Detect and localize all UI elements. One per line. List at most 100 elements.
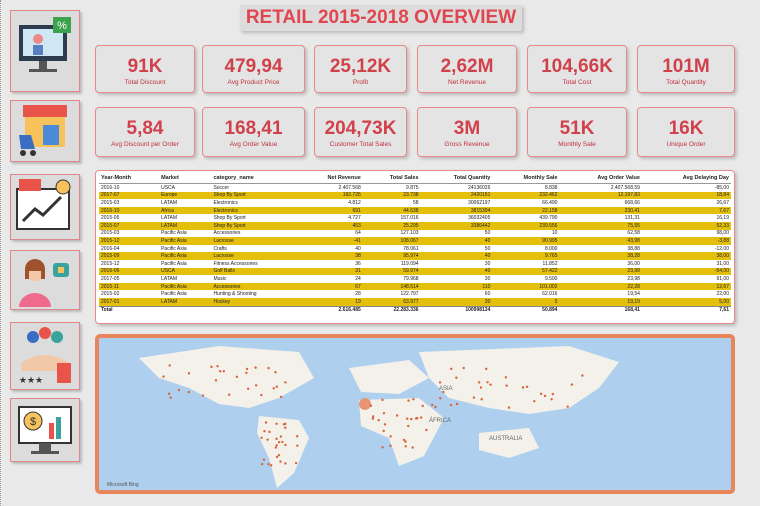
cell: Shop By Sport: [213, 215, 246, 222]
map-dot: [277, 441, 281, 444]
total-cell: 50.894: [492, 305, 560, 315]
cell: 119.094: [400, 260, 419, 267]
cell: 4.812: [348, 199, 361, 206]
map-dot: [485, 367, 488, 371]
cell: 108.067: [362, 237, 421, 245]
column-header: Avg Order Value: [559, 173, 642, 184]
cell: 43,98: [559, 237, 642, 245]
map-dot: [296, 435, 299, 438]
cell: 2016-10: [99, 206, 160, 215]
map-dot: [168, 392, 171, 395]
cell: 232.462: [492, 191, 560, 200]
cell: 60: [484, 291, 491, 298]
map-dot: [260, 462, 264, 466]
cell: 40: [420, 267, 493, 276]
map-dot: [382, 429, 385, 433]
map-dot: [449, 403, 453, 407]
cell: 57.422: [492, 267, 560, 276]
cell: 148.514: [362, 282, 421, 291]
kpi-label: Gross Revenue: [444, 141, 490, 148]
cell: 8.000: [544, 245, 558, 252]
cell: 691: [296, 206, 363, 215]
kpi-card: 101M Total Quantity: [637, 45, 735, 93]
cell: 2.407.568,59: [610, 184, 640, 191]
land: [479, 428, 539, 458]
map-dot: [377, 419, 380, 422]
map-dot: [262, 458, 266, 461]
cell: Hockey: [211, 297, 297, 306]
cell: 9.875: [406, 184, 419, 191]
cell: 2017-07: [99, 191, 160, 200]
column-header: Monthly Sale: [492, 173, 560, 184]
total-cell: 168,41: [559, 305, 642, 315]
column-header: Net Revenue: [296, 173, 363, 184]
cell: 30: [484, 260, 491, 267]
cell: 3815394: [420, 206, 493, 215]
map-dot: [411, 446, 414, 449]
cell: 31,00: [716, 260, 729, 267]
kpi-card: 3M Gross Revenue: [417, 107, 517, 157]
map-dot: [275, 422, 278, 425]
map-dot: [279, 395, 283, 399]
kpi-value: 51K: [559, 118, 595, 139]
cell: 22,28: [559, 282, 642, 291]
kpi-card: 204,73K Customer Total Sales: [314, 107, 407, 157]
icon-box: [10, 250, 80, 310]
column-header: Avg Delaying Day: [641, 173, 731, 184]
icon: $: [18, 406, 72, 454]
cell: 25.295: [362, 221, 421, 230]
cell: 239.556: [492, 221, 560, 230]
kpi-value: 479,94: [224, 56, 283, 77]
cell: Africa: [159, 206, 212, 215]
table-row: 2015-05 LATAM Shop By Sport 4.727 157.016 360…: [99, 214, 731, 222]
land: [257, 416, 309, 488]
map-dot: [371, 415, 375, 418]
cell: 38,00: [641, 252, 731, 260]
table-row: 2015-12 Pacific Asia Fitness Accessories 36…: [99, 260, 731, 268]
map-dot: [177, 388, 181, 392]
map-dot: [214, 379, 218, 382]
cell: 62,58: [627, 230, 640, 237]
cell: 23,99: [559, 267, 642, 276]
map-dot: [421, 404, 424, 408]
kpi-card: 104,66K Total Cost: [527, 45, 627, 93]
map-dot: [416, 416, 419, 420]
map-dot: [442, 390, 445, 394]
cell: LATAM: [161, 199, 178, 206]
map-dot: [450, 367, 453, 371]
cell: 31: [296, 267, 363, 276]
map-dot: [504, 376, 508, 379]
map-dot: [550, 398, 553, 401]
kpi-card: 168,41 Avg Order Value: [202, 107, 305, 157]
map-dot: [245, 367, 249, 371]
table-row: 2015-02 Pacific Asia Hunting & Shooting 28 1…: [99, 290, 731, 298]
map-label: AUSTRALIA: [489, 436, 522, 442]
svg-text:%: %: [57, 20, 67, 32]
kpi-value: 3M: [453, 118, 481, 139]
map-dot: [525, 385, 529, 388]
cell: Shop By Sport: [211, 191, 297, 200]
cell: 91,00: [716, 275, 729, 282]
map-dot: [371, 417, 375, 420]
map-dot: [254, 366, 257, 369]
column-header: Market: [159, 173, 212, 184]
map-dot: [264, 421, 268, 424]
cell: 79.968: [403, 275, 419, 282]
kpi-value: 25,12K: [329, 56, 392, 77]
cell: 24: [355, 275, 361, 282]
kpi-label: Profit: [352, 79, 369, 86]
cell: 12.197,83: [559, 191, 642, 200]
cell: 157.016: [400, 215, 419, 222]
map-dot: [505, 384, 508, 387]
cell: 668,66: [624, 199, 640, 206]
map-dot: [431, 403, 434, 407]
column-header: category_name: [211, 173, 297, 184]
map-dot: [404, 445, 407, 448]
cell: Accessories: [213, 230, 241, 237]
cell: 36,00: [627, 260, 640, 267]
cell: 2016-06: [99, 267, 160, 276]
map-dot: [410, 417, 413, 421]
title: RETAIL 2015-2018 OVERVIEW: [240, 5, 522, 31]
cell: 36: [355, 260, 361, 267]
